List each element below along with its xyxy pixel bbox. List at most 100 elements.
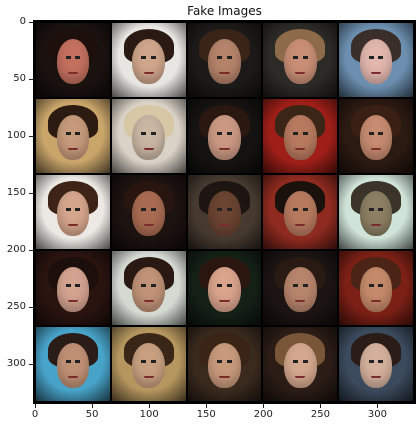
mouth-shape xyxy=(67,299,79,303)
face-image-tile xyxy=(111,23,186,97)
eyes-shape xyxy=(368,55,384,59)
eyes-shape xyxy=(141,207,157,211)
x-tick-label: 300 xyxy=(367,409,388,420)
x-tick-mark xyxy=(149,404,151,408)
eyes-shape xyxy=(292,131,308,135)
face-shape xyxy=(208,267,241,312)
x-tick-label: 50 xyxy=(85,409,99,420)
y-tick-mark xyxy=(29,193,33,195)
face-shape xyxy=(132,39,165,84)
x-tick-mark xyxy=(263,404,265,408)
face-image-tile xyxy=(36,23,110,97)
face-image-tile xyxy=(187,99,262,173)
y-tick-mark xyxy=(29,364,33,366)
face-shape xyxy=(359,343,393,388)
face-shape xyxy=(284,267,317,312)
mouth-shape xyxy=(67,375,79,379)
mouth-shape xyxy=(295,299,306,303)
face-image-tile xyxy=(339,327,413,401)
face-image-tile xyxy=(187,23,262,97)
face-shape xyxy=(56,191,90,236)
face-shape xyxy=(359,191,393,236)
face-image-tile xyxy=(111,251,186,325)
face-shape xyxy=(56,267,90,312)
image-plot-area xyxy=(33,20,416,404)
mouth-shape xyxy=(295,375,306,379)
face-image-tile xyxy=(339,23,413,97)
mouth-shape xyxy=(370,375,382,379)
face-shape xyxy=(56,39,90,84)
face-image-tile xyxy=(111,99,186,173)
mouth-shape xyxy=(143,375,154,379)
y-tick-label: 50 xyxy=(13,73,26,85)
eyes-shape xyxy=(292,55,308,59)
eyes-shape xyxy=(368,359,384,363)
face-shape xyxy=(132,267,165,312)
face-shape xyxy=(208,115,241,160)
mouth-shape xyxy=(67,71,79,75)
face-image-tile xyxy=(263,175,338,249)
face-image-tile xyxy=(339,251,413,325)
mouth-shape xyxy=(219,71,230,75)
face-image-tile xyxy=(187,327,262,401)
y-tick-mark xyxy=(29,79,33,81)
mouth-shape xyxy=(219,223,230,227)
face-image-tile xyxy=(263,99,338,173)
mouth-shape xyxy=(370,299,382,303)
mouth-shape xyxy=(143,71,154,75)
face-shape xyxy=(359,39,393,84)
face-shape xyxy=(208,191,241,236)
eyes-shape xyxy=(368,131,384,135)
x-tick-label: 0 xyxy=(31,409,39,420)
face-image-tile xyxy=(111,175,186,249)
mouth-shape xyxy=(67,147,79,151)
x-tick-label: 250 xyxy=(310,409,330,420)
x-tick-label: 100 xyxy=(139,409,159,420)
eyes-shape xyxy=(368,207,384,211)
mouth-shape xyxy=(143,223,154,227)
eyes-shape xyxy=(368,283,384,287)
eyes-shape xyxy=(141,283,157,287)
face-image-tile xyxy=(263,251,338,325)
chart-title: Fake Images xyxy=(187,4,262,18)
y-tick-label: 150 xyxy=(6,187,26,199)
x-tick-label: 200 xyxy=(253,409,273,420)
y-tick-mark xyxy=(29,250,33,252)
face-image-tile xyxy=(263,23,338,97)
face-shape xyxy=(132,115,165,160)
eyes-shape xyxy=(141,55,157,59)
eyes-shape xyxy=(65,55,81,59)
face-image-tile xyxy=(36,251,110,325)
face-image-tile xyxy=(339,99,413,173)
y-tick-label: 250 xyxy=(6,301,26,313)
eyes-shape xyxy=(217,207,232,211)
face-image-tile xyxy=(36,99,110,173)
eyes-shape xyxy=(217,55,232,59)
face-shape xyxy=(359,267,393,312)
eyes-shape xyxy=(217,131,232,135)
y-tick-label: 300 xyxy=(6,358,26,370)
y-tick-label: 100 xyxy=(6,130,26,142)
face-shape xyxy=(284,115,317,160)
mouth-shape xyxy=(219,375,230,379)
face-shape xyxy=(284,39,317,84)
face-shape xyxy=(56,343,90,388)
y-tick-mark xyxy=(29,22,33,23)
mouth-shape xyxy=(370,71,382,75)
face-shape xyxy=(284,343,317,388)
eyes-shape xyxy=(217,359,232,363)
eyes-shape xyxy=(292,207,308,211)
eyes-shape xyxy=(141,131,157,135)
y-tick-label: 200 xyxy=(6,244,26,256)
face-shape xyxy=(208,343,241,388)
face-shape xyxy=(132,191,165,236)
x-tick-mark xyxy=(35,404,36,408)
mouth-shape xyxy=(219,147,230,151)
face-image-tile xyxy=(111,327,186,401)
mouth-shape xyxy=(143,147,154,151)
eyes-shape xyxy=(65,207,81,211)
image-grid xyxy=(36,23,413,401)
face-image-tile xyxy=(36,175,110,249)
mouth-shape xyxy=(370,147,382,151)
mouth-shape xyxy=(370,223,382,227)
